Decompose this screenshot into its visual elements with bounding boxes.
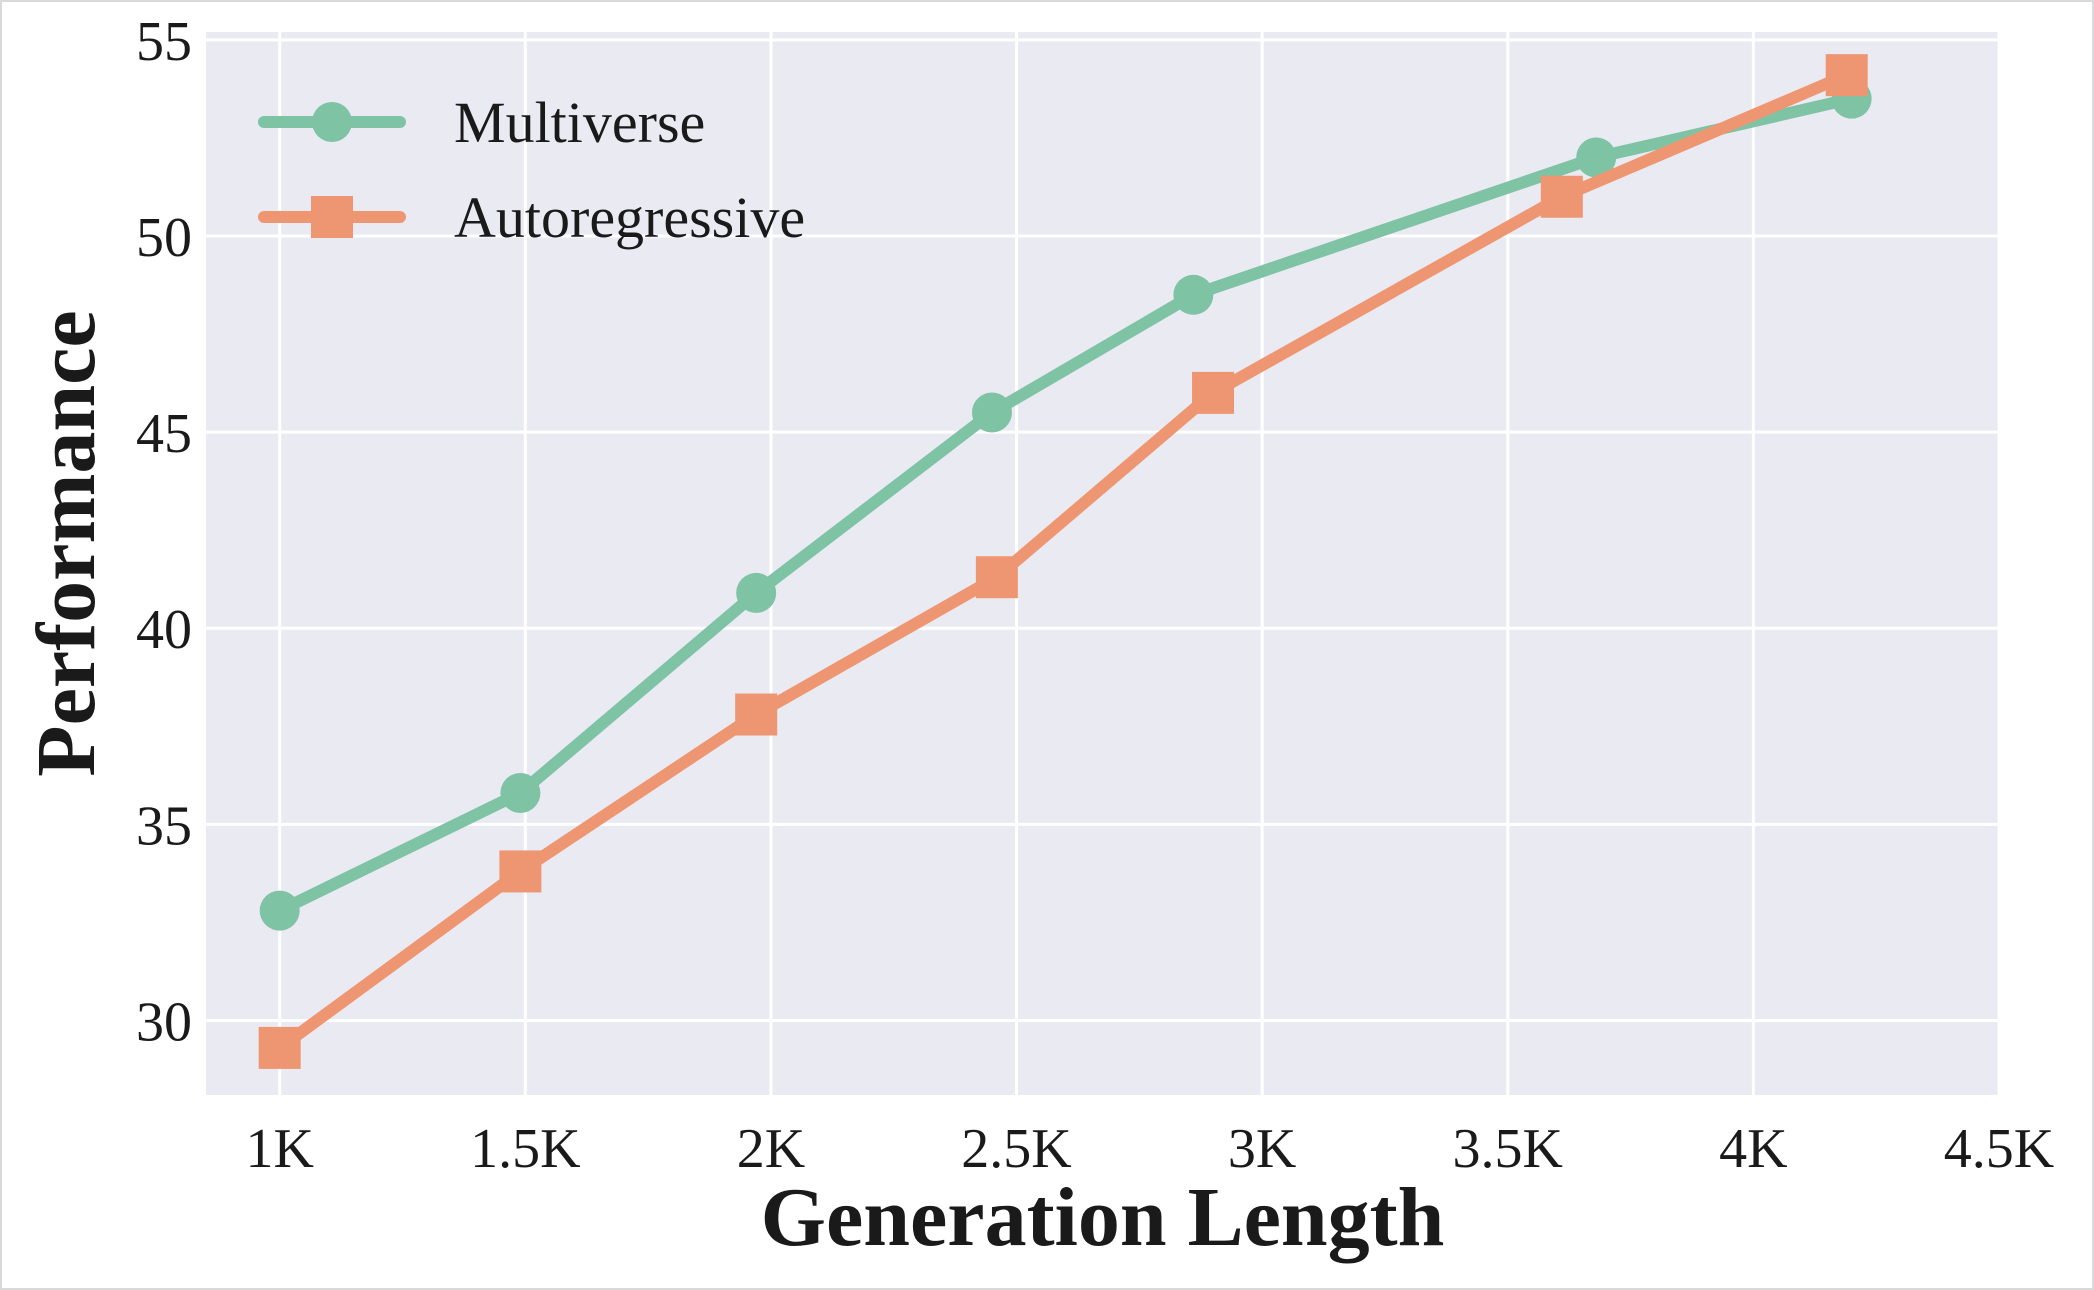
multiverse-point bbox=[736, 572, 777, 613]
y-axis-title: Performance bbox=[20, 310, 113, 776]
series-layer bbox=[258, 54, 1872, 1069]
autoregressive-point bbox=[258, 1026, 301, 1069]
multiverse-legend-label: Multiverse bbox=[454, 90, 705, 155]
autoregressive-point bbox=[975, 556, 1018, 599]
x-axis-title: Generation Length bbox=[761, 1171, 1445, 1264]
multiverse-legend-marker bbox=[312, 102, 352, 142]
autoregressive-legend-marker bbox=[311, 196, 353, 238]
multiverse-point bbox=[971, 392, 1012, 433]
autoregressive-legend-label: Autoregressive bbox=[454, 185, 805, 250]
multiverse-point bbox=[1173, 274, 1214, 315]
multiverse-point bbox=[259, 890, 300, 931]
autoregressive-point bbox=[735, 693, 778, 736]
x-tick-label: 1.5K bbox=[470, 1118, 580, 1180]
y-tick-label: 40 bbox=[136, 599, 192, 661]
y-tick-label: 50 bbox=[136, 207, 192, 269]
x-tick-label: 1K bbox=[245, 1118, 313, 1180]
grid bbox=[206, 32, 2001, 1095]
autoregressive-point bbox=[499, 850, 542, 893]
y-tick-label: 30 bbox=[136, 991, 192, 1053]
x-tick-label: 3K bbox=[1228, 1118, 1296, 1180]
multiverse-point bbox=[1576, 137, 1617, 178]
y-tick-label: 55 bbox=[136, 11, 192, 73]
autoregressive-point bbox=[1825, 54, 1868, 97]
autoregressive-point bbox=[1540, 175, 1583, 218]
autoregressive-point bbox=[1192, 371, 1235, 414]
y-tick-label: 35 bbox=[136, 795, 192, 857]
x-tick-label: 4.5K bbox=[1944, 1118, 2054, 1180]
x-tick-label: 3.5K bbox=[1453, 1118, 1563, 1180]
plot-area bbox=[206, 32, 1999, 1095]
legend: Multiverse Autoregressive bbox=[258, 90, 805, 250]
tick-labels: 1K 1.5K 2K 2.5K 3K 3.5K 4K 4.5K 30 35 40 45 50 55 bbox=[136, 11, 2054, 1180]
x-tick-label: 4K bbox=[1719, 1118, 1787, 1180]
x-tick-label: 2.5K bbox=[961, 1118, 1071, 1180]
y-tick-label: 45 bbox=[136, 403, 192, 465]
multiverse-point bbox=[500, 772, 541, 813]
x-tick-label: 2K bbox=[737, 1118, 805, 1180]
